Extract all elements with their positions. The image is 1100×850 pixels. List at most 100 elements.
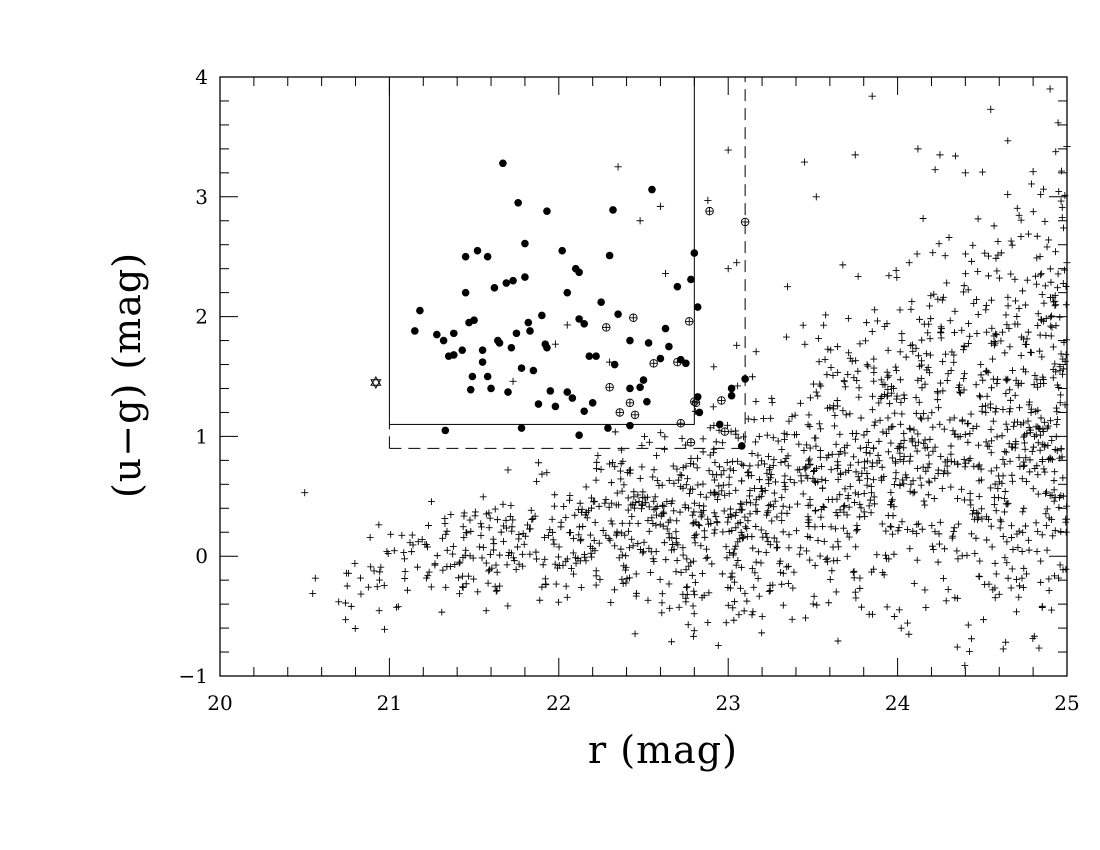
plus-point (611, 542, 619, 550)
plus-point (1059, 355, 1067, 363)
plus-point (947, 458, 955, 465)
plus-point (778, 509, 786, 517)
plus-point (1051, 572, 1058, 580)
plus-point (381, 625, 388, 633)
plus-point (755, 433, 763, 440)
plus-point (854, 491, 862, 498)
plus-point (644, 517, 652, 524)
plus-point (662, 556, 670, 564)
plus-point (806, 423, 814, 430)
plus-point (987, 484, 995, 492)
plus-point (732, 524, 740, 532)
plus-point (742, 523, 749, 531)
plus-point (699, 448, 707, 456)
plus-point (615, 501, 623, 509)
plus-point (793, 527, 800, 535)
plus-point (871, 418, 879, 426)
plus-point (851, 499, 858, 506)
filled-circle-point (514, 198, 522, 207)
filled-circle-point (580, 407, 589, 416)
plus-point (478, 523, 485, 531)
plus-point (999, 406, 1007, 413)
plus-point (987, 426, 995, 433)
plus-point (614, 163, 622, 171)
plus-point (1004, 190, 1012, 199)
plus-point (683, 584, 690, 591)
plus-point (1014, 320, 1022, 328)
plus-point (865, 610, 873, 618)
plus-point (555, 543, 563, 551)
plus-point (406, 539, 414, 547)
plus-point (858, 603, 865, 611)
plus-point (898, 330, 906, 338)
filled-circle-point (461, 288, 470, 297)
plus-point (1047, 313, 1055, 321)
plus-point (1008, 565, 1016, 573)
plus-point (524, 521, 531, 529)
plus-point (364, 583, 372, 591)
plus-point (533, 555, 540, 563)
plus-point (496, 551, 504, 559)
filled-circle-point (433, 330, 441, 339)
plus-point (470, 575, 478, 583)
plus-point (1053, 421, 1061, 428)
plus-point (904, 526, 911, 533)
plus-point (752, 496, 760, 504)
filled-circle-point (483, 252, 492, 261)
plus-point (826, 403, 834, 411)
plus-point (729, 551, 737, 559)
plus-point (685, 504, 692, 512)
plus-point (940, 293, 947, 301)
plus-point (972, 381, 980, 389)
plus-point (460, 509, 468, 517)
plus-point (618, 446, 625, 454)
plus-point (993, 331, 1001, 339)
filled-circle-point (524, 318, 533, 327)
plus-point (898, 518, 906, 526)
plus-point (822, 477, 829, 484)
plus-point (551, 340, 560, 348)
plus-point (797, 399, 804, 407)
filled-circle-point (610, 360, 619, 369)
plus-point (864, 362, 872, 370)
plus-point (433, 552, 441, 560)
plus-point (741, 513, 749, 521)
plus-point (463, 529, 471, 537)
plus-point (890, 481, 898, 488)
plus-point (833, 557, 841, 564)
plus-point (996, 274, 1003, 282)
plus-point (753, 507, 761, 515)
plus-point (754, 451, 762, 459)
filled-circle-point (521, 273, 529, 281)
plus-point (779, 601, 787, 609)
plus-point (666, 604, 674, 612)
plus-point (900, 430, 908, 437)
plus-point (732, 561, 740, 569)
plus-point (890, 550, 898, 558)
plus-point (704, 619, 712, 626)
plus-point (1032, 272, 1039, 280)
filled-circle-point (546, 387, 555, 395)
circled-plus-cross (705, 207, 714, 215)
plus-point (1038, 531, 1046, 539)
plus-point (896, 376, 904, 384)
plus-point (884, 392, 892, 400)
plus-point (1020, 564, 1028, 572)
plus-point (878, 463, 886, 471)
plus-point (948, 348, 956, 356)
plus-point (617, 460, 625, 468)
plus-point (724, 421, 731, 429)
plus-point (658, 590, 666, 598)
plus-point (812, 506, 820, 514)
filled-circle-point (466, 385, 475, 394)
plus-point (1004, 499, 1012, 507)
plus-point (653, 503, 661, 510)
filled-circle-point (727, 384, 736, 393)
plus-point (850, 374, 858, 382)
plus-point (789, 584, 797, 592)
plus-point (499, 500, 507, 508)
plus-point (563, 321, 571, 329)
plus-point (834, 543, 842, 551)
plus-point (1060, 224, 1067, 232)
plus-point (650, 466, 658, 474)
